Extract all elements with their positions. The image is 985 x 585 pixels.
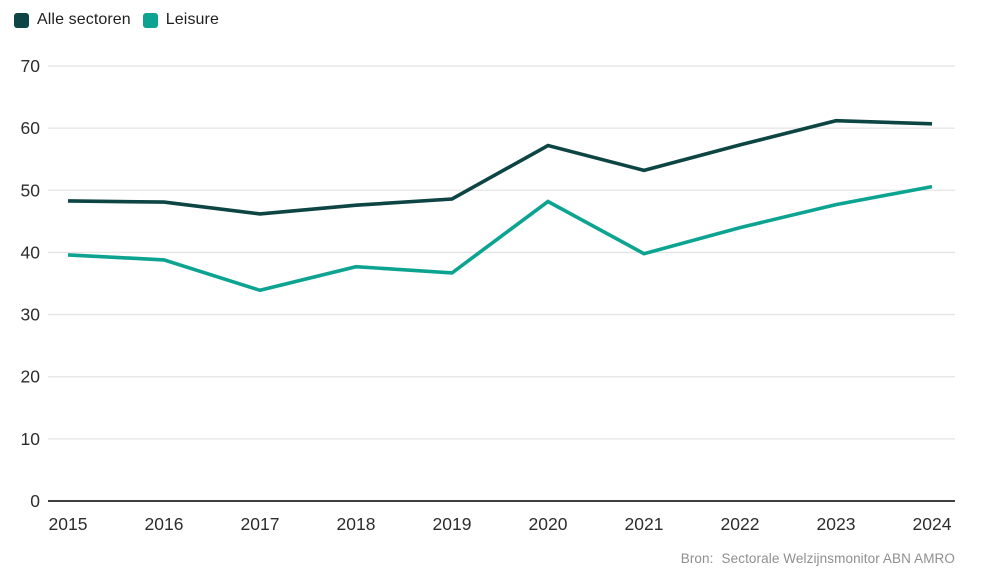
x-tick-label-2017: 2017 bbox=[241, 514, 280, 534]
y-tick-label-0: 0 bbox=[30, 491, 40, 511]
legend-swatch-icon bbox=[14, 12, 29, 28]
x-tick-label-2018: 2018 bbox=[337, 514, 376, 534]
x-tick-label-2020: 2020 bbox=[529, 514, 568, 534]
legend-swatch-icon bbox=[142, 12, 158, 28]
x-tick-label-2019: 2019 bbox=[433, 514, 472, 534]
source-text: Sectorale Welzijnsmonitor ABN AMRO bbox=[721, 551, 955, 566]
legend-item-leisure: Leisure bbox=[142, 11, 219, 29]
x-tick-label-2021: 2021 bbox=[625, 514, 664, 534]
source-note: Bron: Sectorale Welzijnsmonitor ABN AMRO bbox=[681, 551, 955, 566]
legend-label: Alle sectoren bbox=[37, 11, 131, 28]
chart-legend: Alle sectoren Leisure bbox=[14, 11, 219, 29]
legend-label: Leisure bbox=[165, 11, 219, 28]
x-tick-label-2016: 2016 bbox=[145, 514, 184, 534]
x-tick-label-2022: 2022 bbox=[721, 514, 760, 534]
y-tick-label-20: 20 bbox=[21, 367, 41, 387]
y-tick-label-30: 30 bbox=[21, 305, 41, 325]
x-tick-label-2015: 2015 bbox=[49, 514, 88, 534]
series-line-alle-sectoren bbox=[67, 118, 933, 216]
x-tick-label-2023: 2023 bbox=[817, 514, 856, 534]
y-tick-label-70: 70 bbox=[21, 56, 41, 76]
source-prefix: Bron: bbox=[680, 551, 714, 566]
y-tick-label-60: 60 bbox=[21, 118, 41, 138]
y-tick-label-40: 40 bbox=[21, 242, 41, 262]
x-tick-label-2024: 2024 bbox=[913, 514, 952, 534]
y-tick-label-50: 50 bbox=[21, 180, 41, 200]
y-tick-label-10: 10 bbox=[21, 429, 41, 449]
series-line-leisure bbox=[67, 184, 933, 293]
legend-item-alle-sectoren: Alle sectoren bbox=[14, 11, 131, 29]
